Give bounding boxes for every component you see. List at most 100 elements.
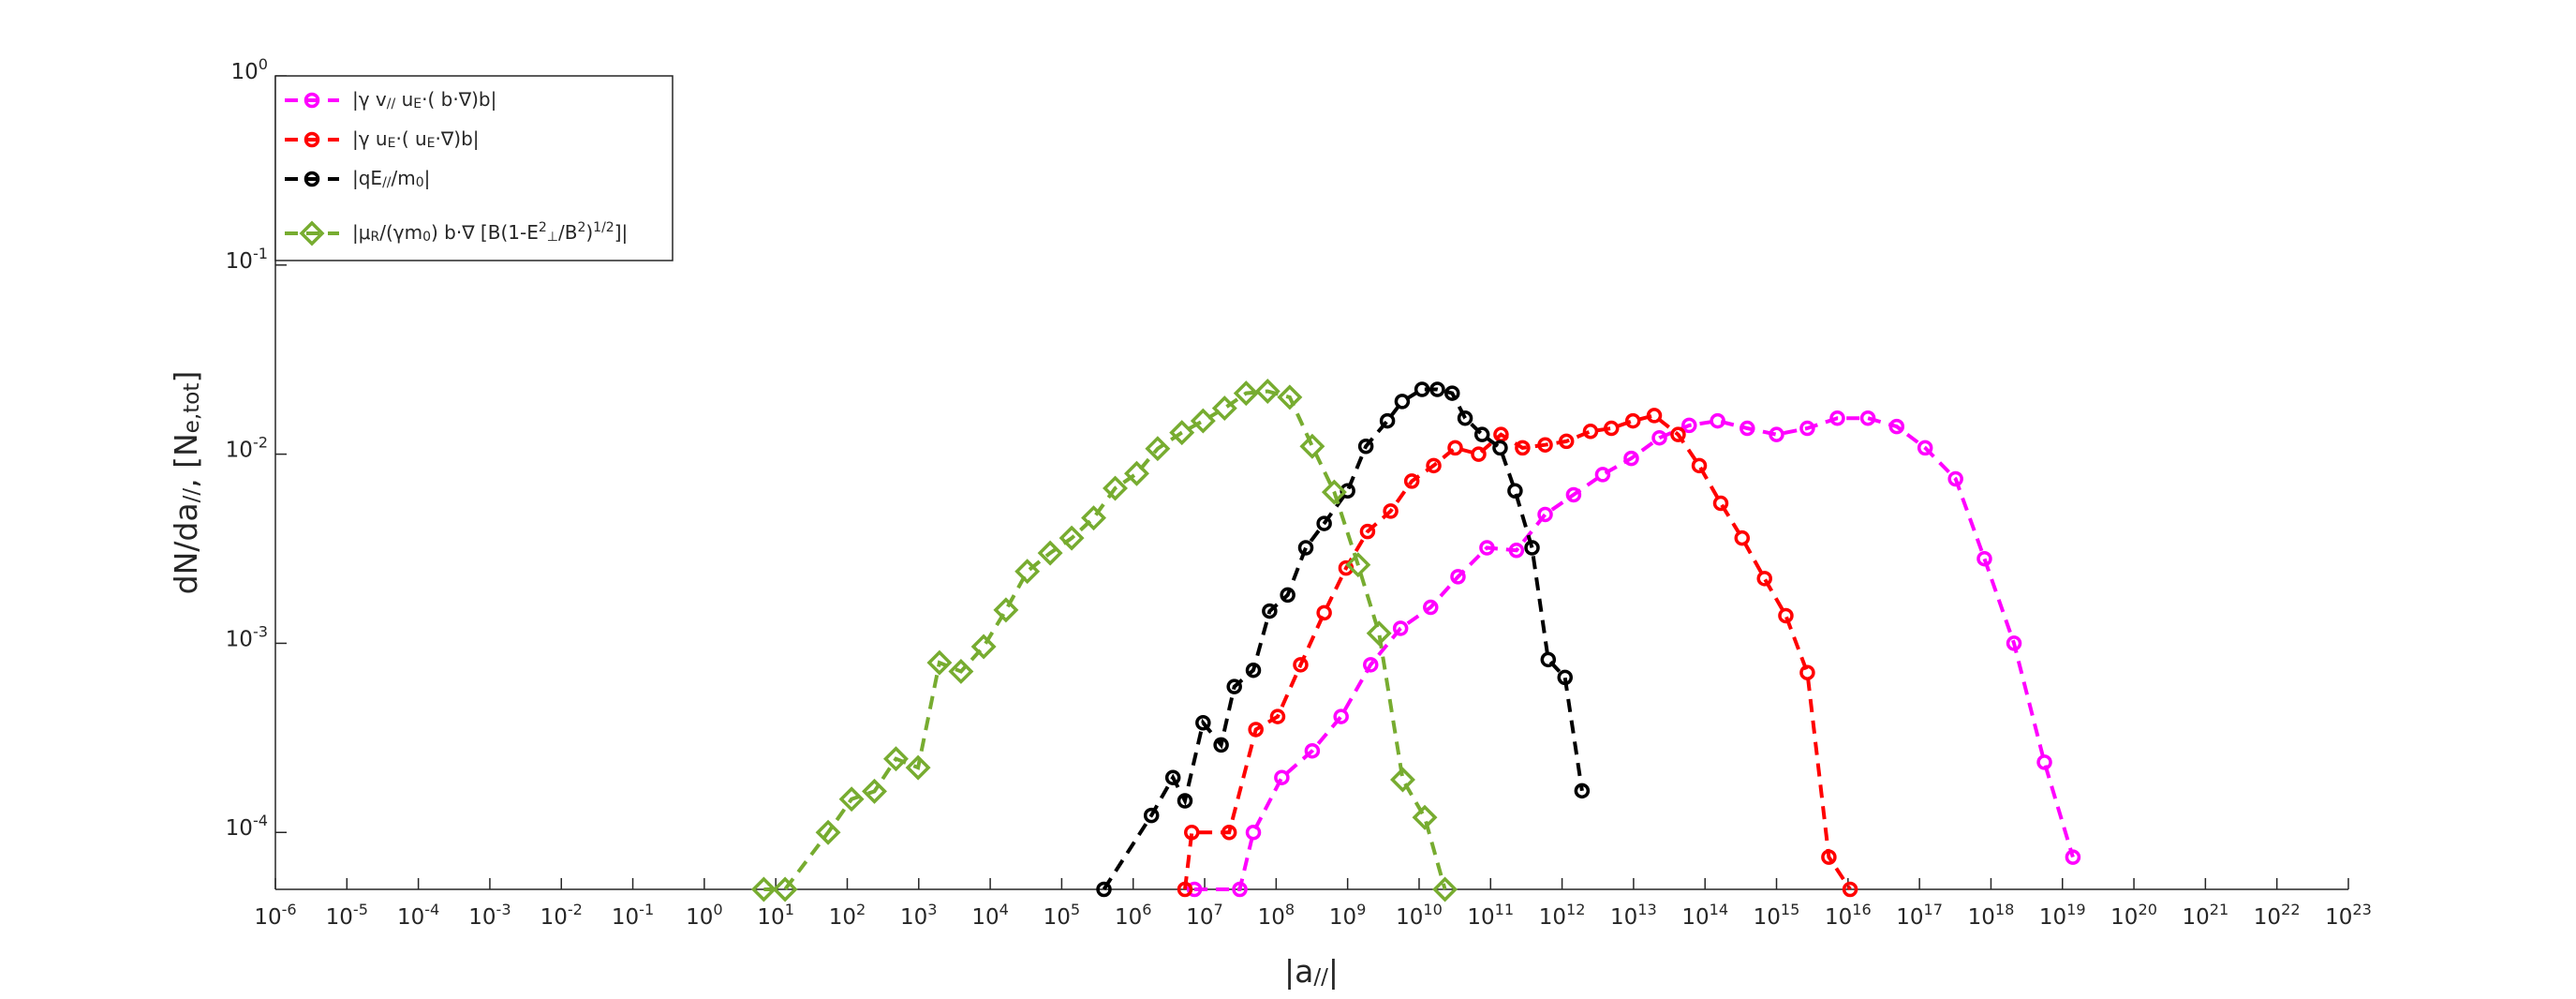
data-point [1274, 769, 1290, 785]
data-point [1186, 881, 1203, 898]
x-tick-label: 101 [757, 901, 794, 929]
data-point [1321, 479, 1347, 505]
data-point [1177, 793, 1193, 809]
x-tick-label: 102 [829, 901, 866, 929]
data-point [1574, 783, 1591, 799]
x-tick-label: 107 [1186, 901, 1223, 929]
legend-marker [303, 131, 320, 148]
data-point [1316, 515, 1332, 531]
y-tick-label: 10-3 [226, 623, 268, 651]
data-point [1670, 426, 1686, 442]
data-point [1712, 495, 1729, 512]
legend-label: |μR/(γm0) b·∇ [B(1-E2⊥/B2)1/2]| [352, 220, 628, 245]
legend-label: |γ uE·( uE·∇)b| [352, 127, 480, 151]
data-point [1429, 381, 1445, 397]
data-point [948, 658, 974, 684]
x-tick-label: 100 [686, 901, 723, 929]
data-point [1582, 424, 1599, 440]
data-point [1473, 426, 1490, 442]
data-point [1447, 440, 1463, 456]
data-point [2065, 849, 2081, 865]
series-line [1194, 416, 2075, 891]
data-point [1799, 664, 1815, 680]
data-point [1357, 439, 1374, 455]
data-point [1769, 426, 1784, 442]
data-point [1403, 473, 1420, 489]
data-point [1540, 651, 1557, 668]
data-point [1457, 410, 1473, 426]
x-tick-label: 10-6 [254, 901, 296, 929]
data-point [1821, 849, 1837, 865]
data-point [1537, 437, 1553, 453]
x-tick-label: 10-2 [540, 901, 583, 929]
legend-label: |γ v// uE·( b·∇)b| [352, 88, 496, 112]
data-point [1037, 540, 1063, 566]
series-line [763, 389, 1447, 891]
data-point [1710, 412, 1725, 429]
data-point [1734, 529, 1751, 546]
data-point [1379, 412, 1396, 429]
data-point [1479, 540, 1495, 556]
data-point [1888, 418, 1905, 435]
data-point [1316, 604, 1332, 621]
data-point [1508, 543, 1525, 559]
data-point [1262, 603, 1278, 619]
data-point [1691, 457, 1708, 474]
data-point [750, 876, 777, 902]
data-point [1740, 420, 1755, 437]
data-point [1414, 381, 1430, 397]
data-point [1280, 587, 1295, 604]
data-point [1226, 678, 1242, 694]
data-point [1681, 417, 1697, 434]
data-point [1976, 550, 1992, 567]
x-tick-label: 10-4 [397, 901, 439, 929]
legend: |γ v// uE·( b·∇)b| |γ uE·( uE·∇)b| |qE///m… [274, 75, 674, 261]
x-tick-label: 1012 [1539, 901, 1586, 929]
y-tick-label: 100 [230, 55, 268, 83]
data-point [1096, 881, 1112, 898]
data-point [1412, 804, 1438, 830]
data-point [1565, 486, 1582, 503]
x-tick-label: 1010 [1396, 901, 1443, 929]
data-point [2006, 635, 2022, 651]
data-point [1081, 505, 1107, 531]
data-point [1558, 433, 1575, 450]
data-point [1232, 881, 1248, 898]
data-point [1651, 429, 1667, 446]
data-point [1426, 457, 1442, 474]
data-point [1394, 394, 1411, 410]
x-tick-label: 103 [900, 901, 938, 929]
data-point [993, 597, 1019, 623]
data-point [1392, 620, 1409, 636]
x-tick-label: 1011 [1467, 901, 1514, 929]
data-point [926, 649, 953, 676]
data-point [1297, 540, 1314, 556]
data-point [1195, 714, 1211, 731]
data-point [1450, 569, 1466, 585]
series-line [1102, 387, 1584, 891]
x-tick-label: 1022 [2254, 901, 2301, 929]
series-line [1183, 413, 1852, 891]
data-point [1248, 722, 1264, 738]
data-point [1390, 767, 1415, 793]
data-point [1184, 824, 1200, 841]
data-point [1169, 420, 1195, 446]
data-point [1359, 523, 1376, 540]
data-point [1254, 379, 1281, 405]
data-point [1304, 742, 1321, 759]
x-tick-label: 1017 [1896, 901, 1943, 929]
data-point [1557, 669, 1573, 686]
x-tick-label: 105 [1044, 901, 1081, 929]
data-point [1333, 708, 1349, 724]
data-point [1537, 506, 1553, 523]
data-point [1594, 467, 1611, 483]
data-point [1177, 881, 1193, 898]
data-point [1432, 876, 1458, 902]
data-point [1859, 410, 1876, 426]
data-point [1362, 657, 1379, 673]
x-tick-label: 1016 [1825, 901, 1872, 929]
y-tick-label: 10-4 [226, 813, 268, 841]
data-point [1624, 412, 1641, 429]
